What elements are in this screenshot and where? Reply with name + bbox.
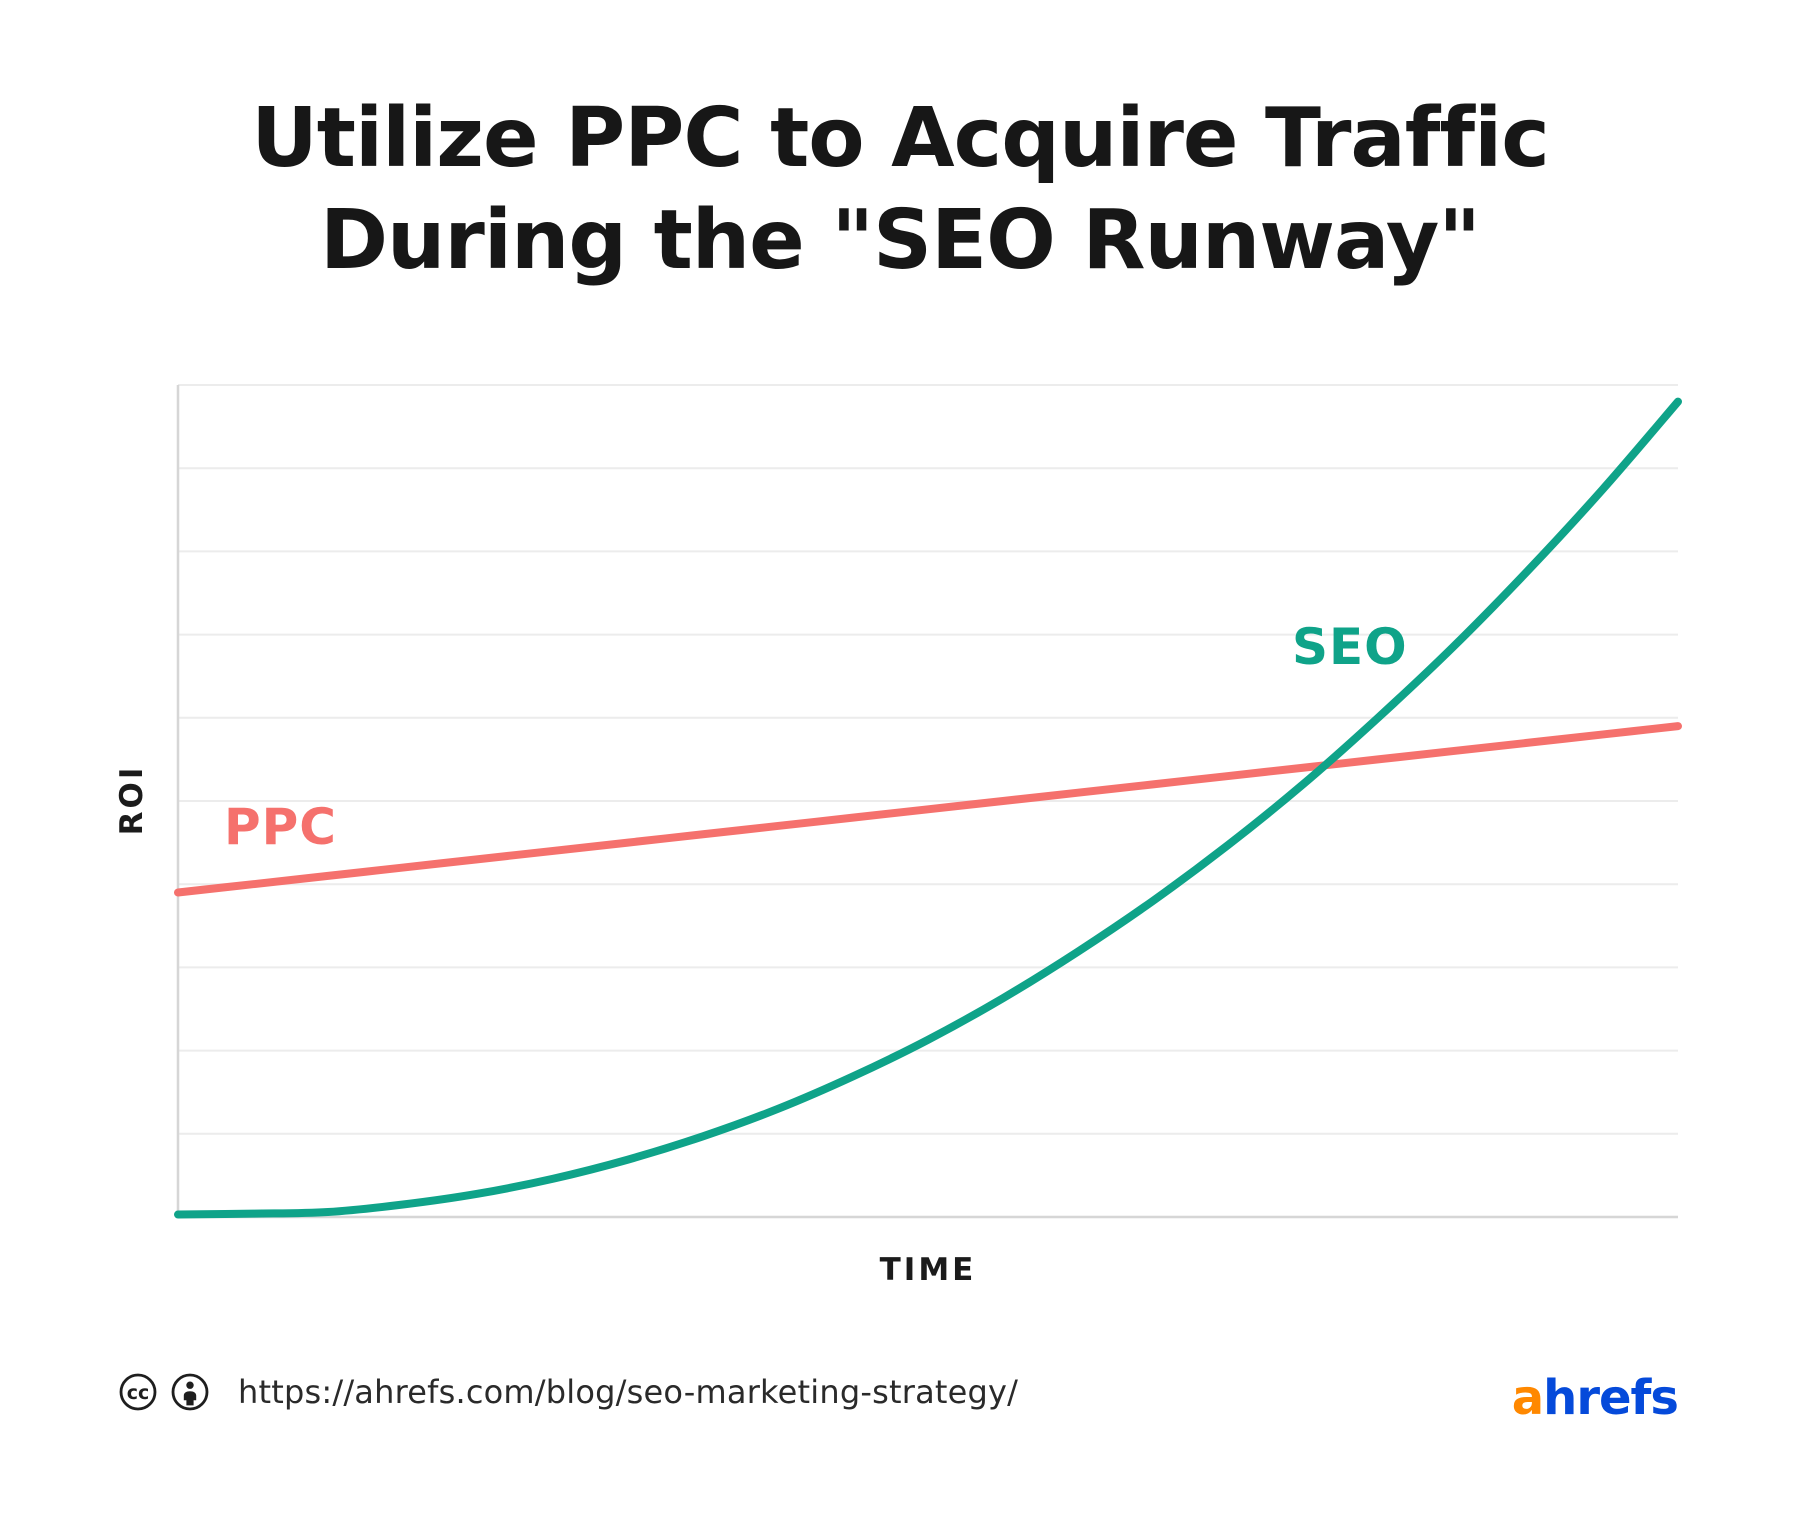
seo-series-label: SEO (1292, 618, 1408, 676)
ahrefs-logo: ahrefs (1511, 1370, 1679, 1426)
title-line-2: During the "SEO Runway" (319, 192, 1481, 288)
footer: cc https://ahrefs.com/blog/seo-marketing… (118, 1372, 1018, 1412)
cc-icon: cc (119, 1373, 157, 1411)
title-line-1: Utilize PPC to Acquire Traffic (251, 91, 1550, 186)
seo-curve (174, 397, 1682, 1219)
ahrefs-logo-hrefs: hrefs (1543, 1370, 1679, 1426)
source-url: https://ahrefs.com/blog/seo-marketing-st… (238, 1373, 1019, 1411)
x-axis-label: TIME (879, 1252, 977, 1288)
ppc-series-label: PPC (224, 798, 337, 856)
chart-area (174, 384, 1682, 1219)
page-title: Utilize PPC to Acquire Traffic During th… (0, 88, 1800, 291)
attribution-icon (171, 1373, 209, 1411)
svg-text:cc: cc (127, 1382, 150, 1404)
ahrefs-logo-a: a (1511, 1370, 1544, 1426)
y-axis-label: ROI (114, 764, 150, 836)
ppc-curve (174, 722, 1682, 897)
chart-plot (174, 384, 1682, 1219)
